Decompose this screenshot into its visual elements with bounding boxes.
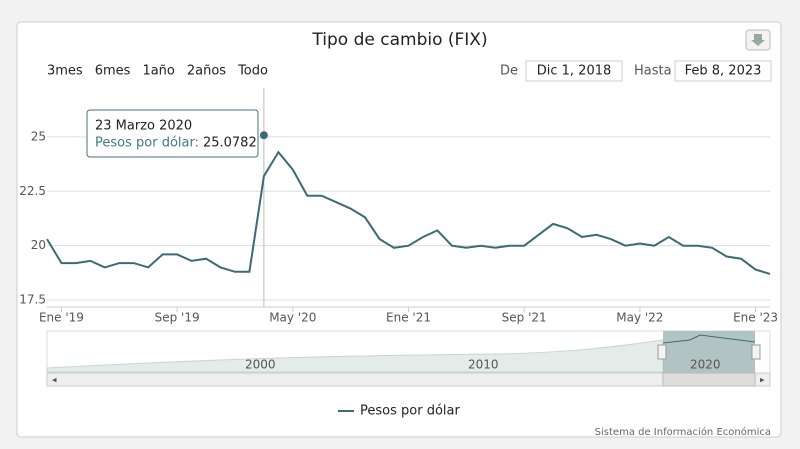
tooltip-title: 23 Marzo 2020: [95, 119, 192, 134]
legend-label[interactable]: Pesos por dólar: [360, 404, 460, 419]
range-button[interactable]: 1año: [142, 64, 174, 79]
tooltip: [86, 109, 259, 158]
from-label: De: [500, 64, 518, 79]
from-input[interactable]: [525, 60, 623, 82]
navigator-label: 2010: [468, 358, 499, 372]
range-button[interactable]: Todo: [237, 64, 268, 79]
export-icon: [751, 34, 765, 46]
x-tick-label: May '22: [616, 311, 663, 325]
x-tick-label: Ene '23: [733, 311, 778, 325]
navigator-selection[interactable]: [663, 331, 755, 373]
x-tick-label: Sep '21: [502, 311, 547, 325]
navigator-handle[interactable]: [657, 344, 667, 360]
x-tick-label: May '20: [269, 311, 316, 325]
credits: Sistema de Información Económica: [595, 426, 771, 438]
chart-title: Tipo de cambio (FIX): [311, 30, 487, 50]
navigator-area: [46, 339, 664, 373]
x-tick-label: Sep '19: [155, 311, 200, 325]
tooltip-value: 25.0782: [203, 136, 257, 151]
range-button[interactable]: 3mes: [47, 64, 83, 79]
range-button[interactable]: 2años: [187, 64, 226, 79]
from-date: Dic 1, 2018: [537, 64, 612, 79]
x-tick-label: Ene '19: [39, 311, 84, 325]
navigator-label: 2020: [690, 358, 721, 372]
tooltip-label: Pesos por dólar:: [95, 136, 199, 151]
navigator-handle[interactable]: [751, 344, 761, 360]
y-tick-label: 20: [31, 238, 46, 252]
to-input[interactable]: [674, 60, 772, 82]
to-label: Hasta: [634, 64, 672, 79]
y-tick-label: 25: [31, 129, 46, 143]
tooltip-point: [259, 131, 268, 140]
scrollbar-thumb[interactable]: [662, 372, 756, 387]
navigator-line: [662, 334, 756, 344]
navigator-label: 2000: [245, 358, 276, 372]
scrollbar[interactable]: [46, 372, 771, 387]
scroll-left[interactable]: ◂: [52, 376, 57, 386]
y-tick-label: 22.5: [19, 184, 46, 198]
scroll-right[interactable]: ▸: [760, 376, 765, 386]
range-button[interactable]: 6mes: [95, 64, 131, 79]
y-tick-label: 17.5: [19, 293, 46, 307]
series-line: [46, 150, 771, 275]
x-tick-label: Ene '21: [386, 311, 431, 325]
to-date: Feb 8, 2023: [685, 64, 762, 79]
